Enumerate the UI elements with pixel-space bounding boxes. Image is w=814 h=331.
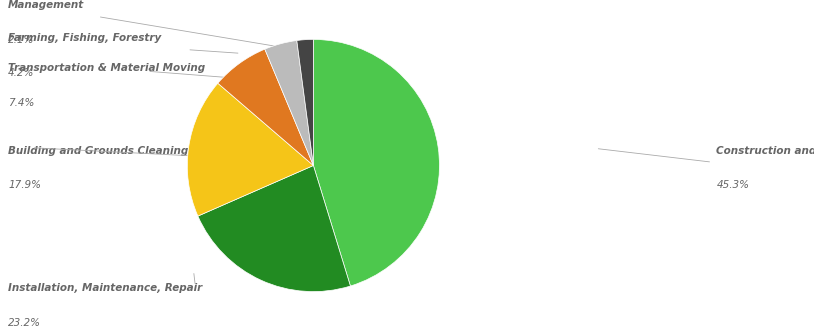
Wedge shape: [313, 39, 440, 286]
Text: 17.9%: 17.9%: [8, 180, 42, 190]
Text: Installation, Maintenance, Repair: Installation, Maintenance, Repair: [8, 283, 203, 293]
Text: 7.4%: 7.4%: [8, 98, 34, 108]
Wedge shape: [218, 49, 313, 166]
Wedge shape: [265, 40, 313, 166]
Wedge shape: [187, 83, 313, 216]
Text: Transportation & Material Moving: Transportation & Material Moving: [8, 63, 205, 73]
Text: 4.2%: 4.2%: [8, 68, 34, 78]
Text: 45.3%: 45.3%: [716, 180, 750, 190]
Wedge shape: [297, 39, 313, 166]
Text: 2.1%: 2.1%: [8, 35, 34, 45]
Text: Farming, Fishing, Forestry: Farming, Fishing, Forestry: [8, 33, 161, 43]
Text: Management: Management: [8, 0, 85, 10]
Wedge shape: [198, 166, 351, 292]
Text: Building and Grounds Cleaning & Maintenance: Building and Grounds Cleaning & Maintena…: [8, 146, 280, 156]
Text: Construction and Extraction: Construction and Extraction: [716, 146, 814, 156]
Text: 23.2%: 23.2%: [8, 318, 42, 328]
